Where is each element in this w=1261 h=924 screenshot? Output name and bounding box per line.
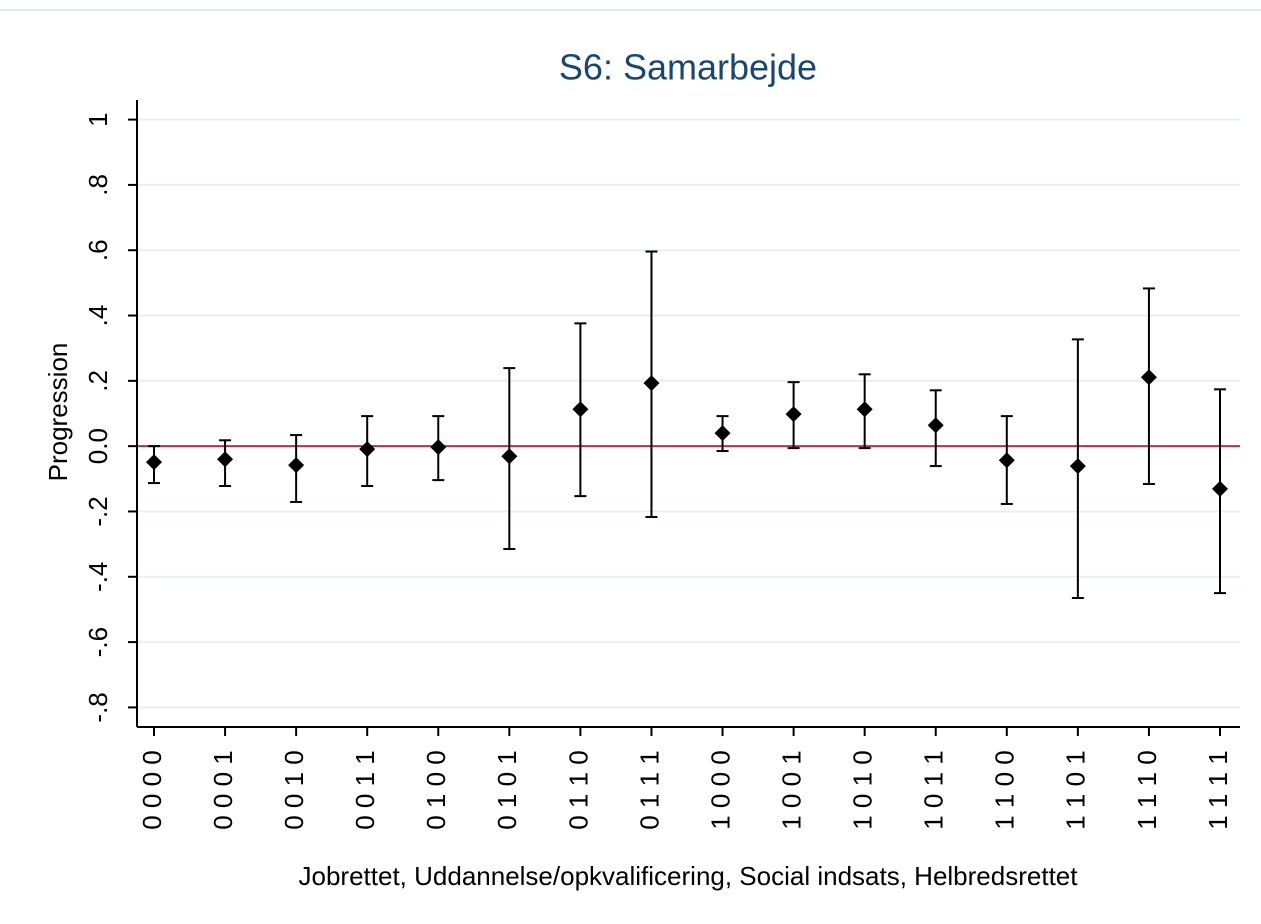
- x-tick-label: 1 0 0 0: [705, 750, 735, 830]
- y-tick-label: .6: [83, 239, 113, 261]
- y-tick-label: -.6: [83, 627, 113, 657]
- x-tick-label: 0 0 1 0: [279, 750, 309, 830]
- point: [785, 406, 802, 423]
- x-tick-label: 0 1 1 1: [634, 750, 664, 830]
- point: [430, 439, 447, 456]
- point: [572, 401, 589, 418]
- y-tick-label: .2: [83, 370, 113, 392]
- point: [1212, 480, 1228, 497]
- point: [856, 401, 873, 418]
- point: [146, 454, 162, 471]
- x-tick-label: 0 1 1 0: [563, 750, 593, 830]
- y-tick-label: .4: [83, 305, 113, 327]
- point: [501, 448, 518, 465]
- point: [288, 457, 305, 474]
- x-tick-label: 1 1 1 1: [1203, 750, 1233, 830]
- y-tick-label: -.8: [83, 692, 113, 722]
- y-axis-title: Progression: [43, 343, 73, 482]
- y-tick-label: 1: [83, 112, 113, 126]
- point: [927, 417, 944, 434]
- x-tick-label: 1 1 0 0: [990, 750, 1020, 830]
- y-tick-label: 0.0: [83, 428, 113, 464]
- point: [359, 441, 376, 458]
- y-tick-label: -.4: [83, 562, 113, 592]
- x-tick-label: 1 0 1 0: [848, 750, 878, 830]
- x-tick-label: 1 0 0 1: [776, 750, 806, 830]
- x-tick-label: 0 1 0 0: [421, 750, 451, 830]
- y-tick-label: -.2: [83, 496, 113, 526]
- x-tick-label: 1 1 1 0: [1132, 750, 1162, 830]
- point: [1140, 369, 1157, 386]
- x-tick-label: 0 0 1 1: [350, 750, 380, 830]
- point: [1069, 458, 1086, 475]
- x-tick-label: 0 0 0 1: [208, 750, 238, 830]
- y-tick-label: .8: [83, 174, 113, 196]
- chart-title: S6: Samarbejde: [559, 47, 817, 88]
- x-tick-label: 1 1 0 1: [1061, 750, 1091, 830]
- x-axis-title: Jobrettet, Uddannelse/opkvalificering, S…: [299, 861, 1079, 891]
- point: [714, 425, 731, 442]
- x-tick-label: 0 1 0 1: [492, 750, 522, 830]
- x-tick-label: 0 0 0 0: [137, 750, 167, 830]
- point: [998, 452, 1015, 469]
- point: [217, 451, 234, 468]
- point: [643, 375, 660, 392]
- x-tick-label: 1 0 1 1: [919, 750, 949, 830]
